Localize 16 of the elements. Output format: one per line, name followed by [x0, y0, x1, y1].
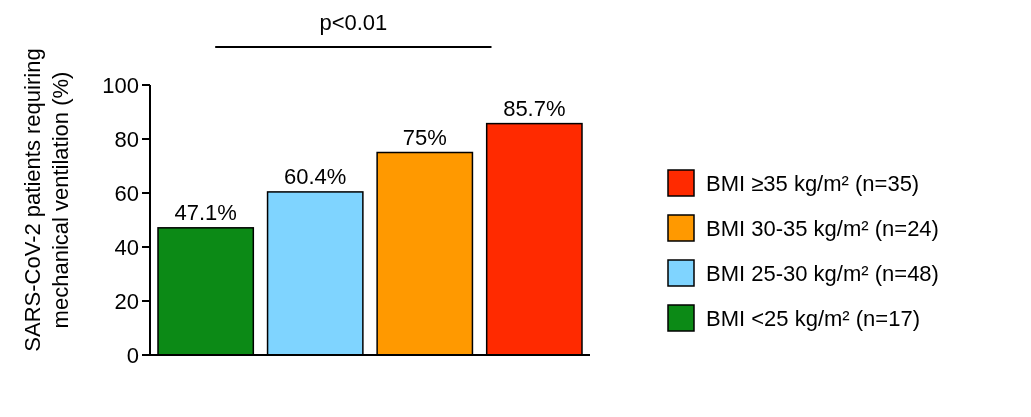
data-label: 47.1% — [174, 199, 237, 225]
data-label: 60.4% — [284, 163, 347, 189]
y-tick-label: 0 — [126, 342, 139, 368]
legend-label: BMI 25-30 kg/m² (n=48) — [706, 260, 939, 286]
y-tick-label: 80 — [114, 126, 139, 152]
legend-label: BMI 30-35 kg/m² (n=24) — [706, 215, 939, 241]
data-label: 85.7% — [503, 95, 566, 121]
data-label: 75% — [402, 124, 447, 150]
y-tick-label: 100 — [102, 72, 139, 98]
y-tick-label: 40 — [114, 234, 139, 260]
legend-label: BMI <25 kg/m² (n=17) — [706, 305, 920, 331]
y-tick-label: 60 — [114, 180, 139, 206]
text: p<0.01 — [319, 10, 388, 35]
y-tick-label: 20 — [114, 288, 139, 314]
y-axis-title: SARS-CoV-2 patients requiring mechanical ventilation (%) — [20, 48, 73, 352]
legend-label: BMI ≥35 kg/m² (n=35) — [706, 170, 920, 196]
